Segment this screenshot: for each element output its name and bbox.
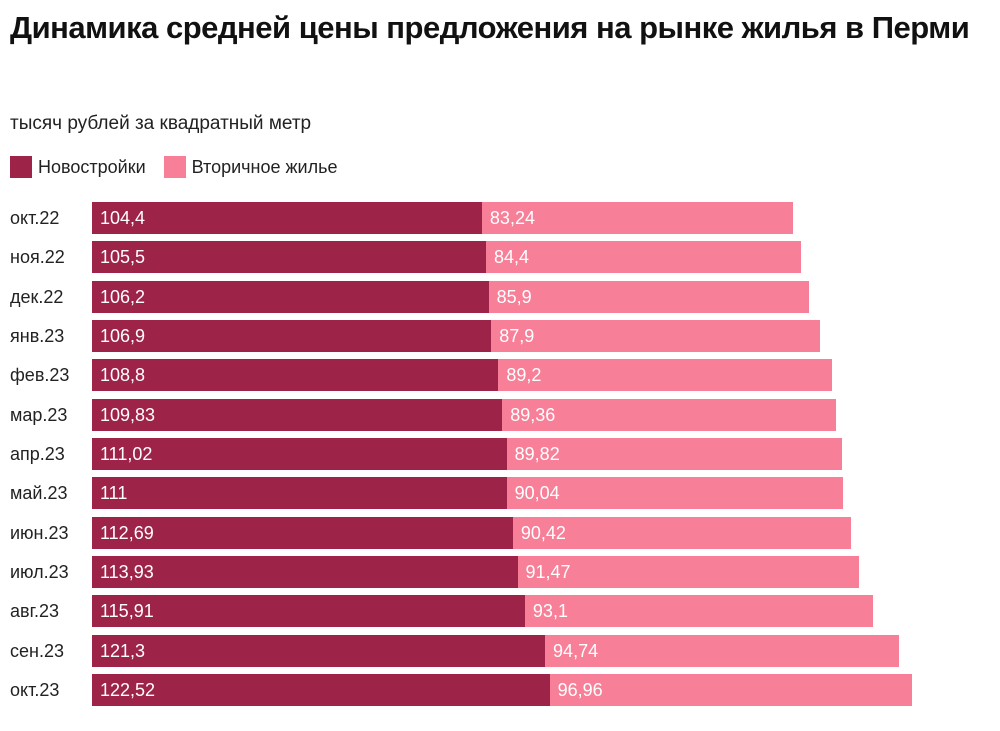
chart-subtitle: тысяч рублей за квадратный метр: [10, 113, 312, 134]
category-label: июн.23: [10, 522, 69, 543]
bar-row: сен.23 121,3 94,74: [0, 634, 1000, 667]
data-label: 94,74: [553, 640, 599, 661]
category-label: май.23: [10, 483, 68, 504]
legend-swatch-secondary: [163, 156, 186, 178]
data-label: 83,24: [489, 208, 535, 228]
bar-secondary-housing: 89,2: [498, 359, 832, 392]
legend: Новостройки Вторичное жилье: [10, 156, 356, 178]
data-label: 104,4: [100, 208, 146, 228]
bar-row: окт.22 104,4 83,24: [0, 202, 1000, 234]
category-label: ноя.22: [10, 247, 65, 268]
bar-new-buildings: 104,4: [92, 202, 482, 234]
bar-secondary-housing: 90,42: [512, 516, 851, 549]
data-label: 111,02: [100, 443, 153, 464]
data-label: 122,52: [100, 679, 156, 700]
legend-item-new: Новостройки: [10, 156, 146, 178]
bar-secondary-housing: 89,82: [506, 437, 843, 470]
bar-row: апр.23 111,02 89,82: [0, 437, 1000, 470]
bar-row: ноя.22 105,5 84,4: [0, 241, 1000, 274]
data-label: 105,5: [100, 247, 146, 268]
category-label: авг.23: [10, 601, 59, 622]
data-label: 93,1: [532, 601, 568, 622]
data-label: 106,2: [100, 286, 146, 307]
data-label: 115,91: [100, 601, 154, 622]
chart-title: Динамика средней цены предложения на рын…: [10, 10, 970, 45]
data-label: 90,04: [514, 483, 560, 504]
bar-new-buildings: 109,83: [92, 398, 503, 431]
data-label: 96,96: [557, 679, 603, 700]
bar-secondary-housing: 89,36: [502, 398, 836, 431]
data-label: 121,3: [100, 640, 146, 661]
bar-row: мар.23 109,83 89,36: [0, 398, 1000, 431]
category-label: апр.23: [10, 443, 65, 464]
data-label: 87,9: [499, 325, 535, 346]
bar-new-buildings: 106,2: [92, 280, 489, 313]
bar-new-buildings: 108,8: [92, 359, 499, 392]
bar-new-buildings: 115,91: [92, 595, 525, 628]
bar-row: июн.23 112,69 90,42: [0, 516, 1000, 549]
category-label: окт.23: [10, 679, 60, 700]
bar-secondary-housing: 93,1: [524, 595, 873, 628]
bar-secondary-housing: 87,9: [491, 319, 820, 352]
bar-new-buildings: 121,3: [92, 634, 546, 667]
data-label: 106,9: [100, 325, 146, 346]
data-label: 90,42: [520, 522, 566, 543]
bar-new-buildings: 122,52: [92, 673, 550, 706]
data-label: 85,9: [496, 286, 532, 307]
category-label: мар.23: [10, 404, 68, 425]
data-label: 113,93: [100, 561, 154, 582]
bar-secondary-housing: 83,24: [481, 202, 793, 234]
legend-label-new: Новостройки: [38, 156, 146, 177]
data-label: 109,83: [100, 404, 156, 425]
bar-secondary-housing: 96,96: [549, 673, 912, 706]
data-label: 91,47: [525, 561, 571, 582]
data-label: 84,4: [494, 247, 530, 268]
bar-secondary-housing: 91,47: [517, 555, 860, 588]
legend-label-secondary: Вторичное жилье: [191, 156, 338, 177]
bar-secondary-housing: 84,4: [486, 241, 802, 274]
bar-secondary-housing: 90,04: [506, 477, 843, 510]
bar-new-buildings: 112,69: [92, 516, 513, 549]
bar-row: окт.23 122,52 96,96: [0, 673, 1000, 706]
bar-secondary-housing: 94,74: [545, 634, 899, 667]
bar-row: май.23 111 90,04: [0, 477, 1000, 510]
category-label: окт.22: [10, 208, 60, 228]
bar-secondary-housing: 85,9: [488, 280, 810, 313]
category-label: фев.23: [10, 365, 70, 386]
data-label: 89,2: [506, 365, 542, 386]
bar-new-buildings: 113,93: [92, 555, 518, 588]
legend-swatch-new: [10, 156, 32, 178]
data-label: 89,82: [514, 443, 560, 464]
bar-row: июл.23 113,93 91,47: [0, 555, 1000, 588]
data-label: 112,69: [100, 522, 154, 543]
data-label: 111: [100, 483, 128, 504]
bar-new-buildings: 111: [92, 477, 507, 510]
category-label: сен.23: [10, 640, 64, 661]
legend-item-secondary: Вторичное жилье: [163, 156, 338, 178]
category-label: дек.22: [10, 286, 64, 307]
bar-row: дек.22 106,2 85,9: [0, 280, 1000, 313]
bar-new-buildings: 105,5: [92, 241, 487, 274]
data-label: 108,8: [100, 365, 146, 386]
bar-row: фев.23 108,8 89,2: [0, 359, 1000, 392]
bar-row: янв.23 106,9 87,9: [0, 319, 1000, 352]
category-label: янв.23: [10, 325, 65, 346]
data-label: 89,36: [510, 404, 556, 425]
category-label: июл.23: [10, 561, 69, 582]
bar-new-buildings: 111,02: [92, 437, 507, 470]
bar-row: авг.23 115,91 93,1: [0, 595, 1000, 628]
bar-new-buildings: 106,9: [92, 319, 492, 352]
